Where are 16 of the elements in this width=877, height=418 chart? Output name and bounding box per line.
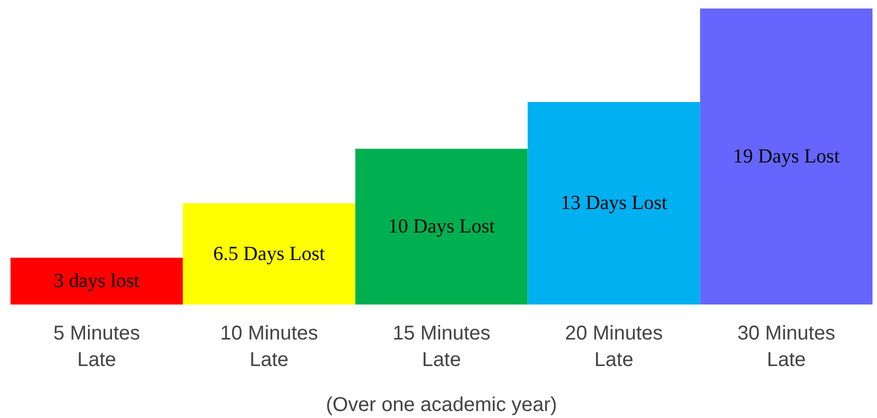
x-tick-label: 20 Minutes Late xyxy=(564,322,663,371)
data-label: 19 Days Lost xyxy=(732,146,840,168)
bar xyxy=(355,148,528,304)
x-tick-label: 30 Minutes Late xyxy=(737,322,836,371)
x-axis-title: (Over one academic year) xyxy=(326,394,558,416)
x-tick-label: 15 Minutes Late xyxy=(392,322,490,371)
x-tick-label: 10 Minutes Late xyxy=(220,322,318,371)
data-label: 13 Days Lost xyxy=(560,192,668,214)
bar xyxy=(182,203,356,304)
bar xyxy=(528,102,700,304)
bar xyxy=(700,8,872,304)
data-label: 6.5 Days Lost xyxy=(213,242,326,265)
bar xyxy=(10,258,183,304)
x-tick-label: 5 Minutes Late xyxy=(53,322,140,371)
data-label: 3 days lost xyxy=(54,270,140,292)
data-label: 10 Days Lost xyxy=(388,216,496,238)
